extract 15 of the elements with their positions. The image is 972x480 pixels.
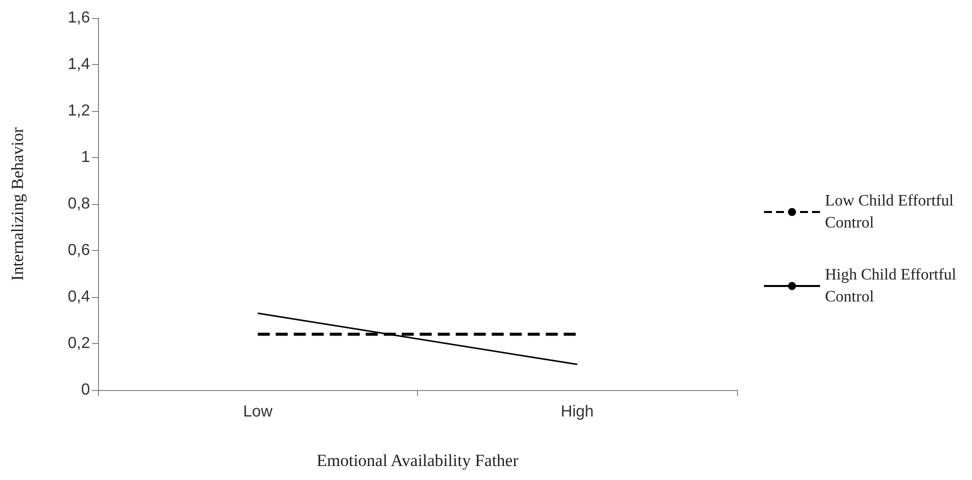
y-tick-label: 0 [81,382,90,398]
y-axis-title: Internalizing Behavior [8,126,27,281]
legend-label: High Child Effortful Control [825,266,960,306]
y-tick-label: 0,6 [68,242,90,259]
y-tick-label: 1,2 [68,102,90,120]
y-tick-label: 0,8 [68,196,90,212]
y-tick-label: 1 [81,149,90,166]
y-tick-label: 1,6 [68,10,90,26]
y-tick-label: 0,2 [68,335,90,352]
x-tick-label: High [560,404,594,420]
legend-label: Low Child Effortful Control [825,192,958,232]
x-tick-label: Low [243,404,273,420]
y-tick-label: 1,4 [68,56,90,73]
x-axis-title: Emotional Availability Father [316,451,519,470]
y-tick-label: 0,4 [68,288,90,306]
